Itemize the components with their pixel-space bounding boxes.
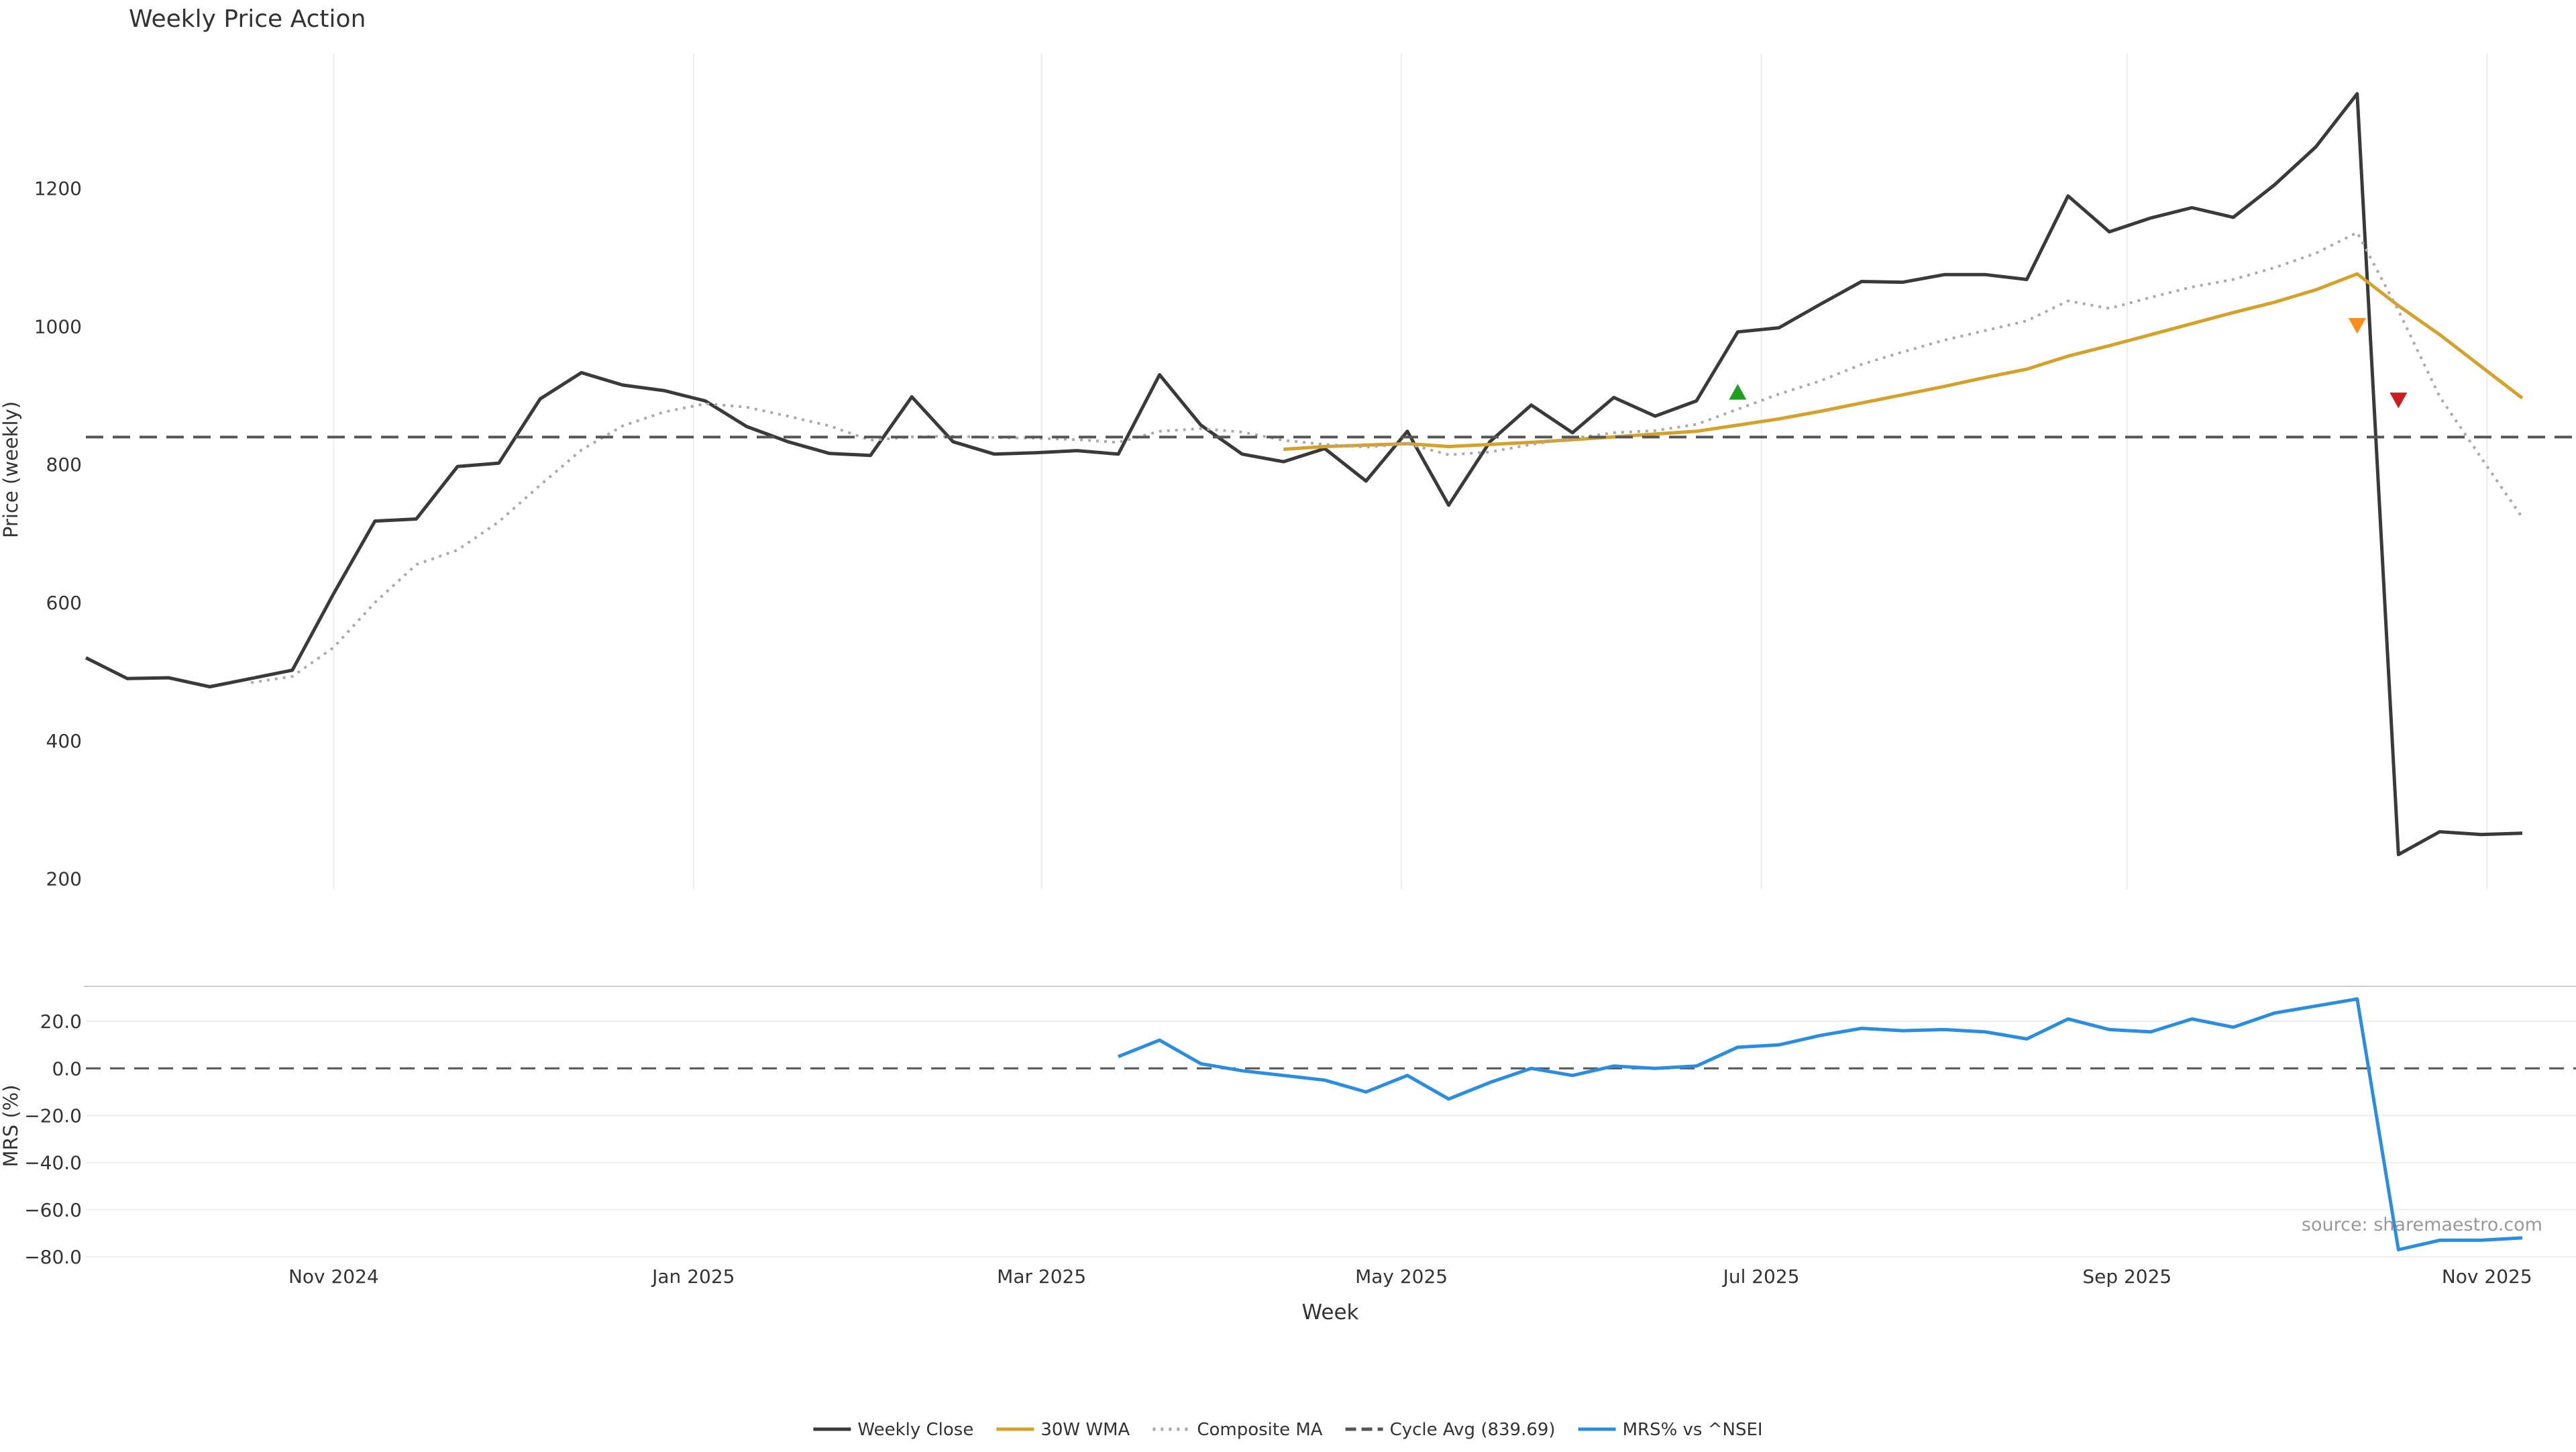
price-y-tick-label: 1000 (34, 315, 82, 338)
legend-label: Cycle Avg (839.69) (1390, 1420, 1556, 1440)
x-tick-label: Jan 2025 (651, 1265, 735, 1288)
legend-label: Weekly Close (857, 1420, 973, 1440)
mrs-vs-nsei-line (1118, 997, 2523, 1251)
source-note: source: sharemaestro.com (2302, 1214, 2542, 1235)
legend-label: MRS% vs ^NSEI (1623, 1420, 1763, 1440)
mrs-y-tick-label: −20.0 (24, 1104, 82, 1127)
price-panel-grid (333, 54, 2488, 889)
price-y-tick-label: 1200 (34, 178, 82, 200)
price-y-tick-label: 600 (46, 592, 82, 614)
mrs-y-tick-label: −60.0 (24, 1199, 82, 1221)
x-tick-label: May 2025 (1355, 1265, 1448, 1288)
mrs-panel-series (1118, 997, 2523, 1251)
price-y-tick-label: 800 (46, 454, 82, 476)
signal-markers (1729, 317, 2408, 409)
legend-label: Composite MA (1197, 1420, 1322, 1440)
mrs-y-tick-label: −80.0 (24, 1246, 82, 1268)
mrs-panel-grid (86, 1021, 2576, 1257)
x-tick-label: Jul 2025 (1722, 1265, 1800, 1288)
30w-wma-line (1283, 272, 2524, 452)
x-tick-label: Mar 2025 (997, 1265, 1086, 1288)
x-tick-label: Nov 2024 (288, 1265, 379, 1288)
composite-ma-line (250, 231, 2524, 684)
mrs-y-tick-label: −40.0 (24, 1152, 82, 1174)
chart-title: Weekly Price Action (129, 5, 366, 33)
legend-label: 30W WMA (1040, 1420, 1130, 1440)
sell-signal-marker (2348, 317, 2366, 334)
x-tick-label: Sep 2025 (2082, 1265, 2171, 1288)
mrs-y-tick-label: 0.0 (52, 1057, 82, 1080)
price-y-tick-label: 200 (46, 868, 82, 890)
sell-signal-marker (2390, 393, 2408, 409)
mrs-y-tick-label: 20.0 (40, 1010, 82, 1033)
chart-legend: Weekly Close 30W WMA Composite MA Cycle Avg… (813, 1420, 1763, 1440)
x-tick-label: Nov 2025 (2442, 1265, 2532, 1288)
x-axis-ticks: Nov 2024 Jan 2025 Mar 2025 May 2025 Jul 2025… (288, 1265, 2532, 1288)
price-panel-y-axis: 200 400 600 800 1000 1200 (34, 178, 82, 890)
price-y-axis-label: Price (weekly) (0, 401, 22, 538)
weekly-close-line (85, 92, 2523, 857)
price-panel-series (85, 92, 2576, 857)
mrs-y-axis-label: MRS (%) (0, 1085, 22, 1168)
mrs-panel-y-axis: −80.0 −60.0 −40.0 −20.0 0.0 20.0 (24, 1010, 82, 1268)
buy-signal-marker (1729, 384, 1747, 400)
price-y-tick-label: 400 (46, 730, 82, 752)
x-axis-label: Week (1302, 1300, 1359, 1325)
